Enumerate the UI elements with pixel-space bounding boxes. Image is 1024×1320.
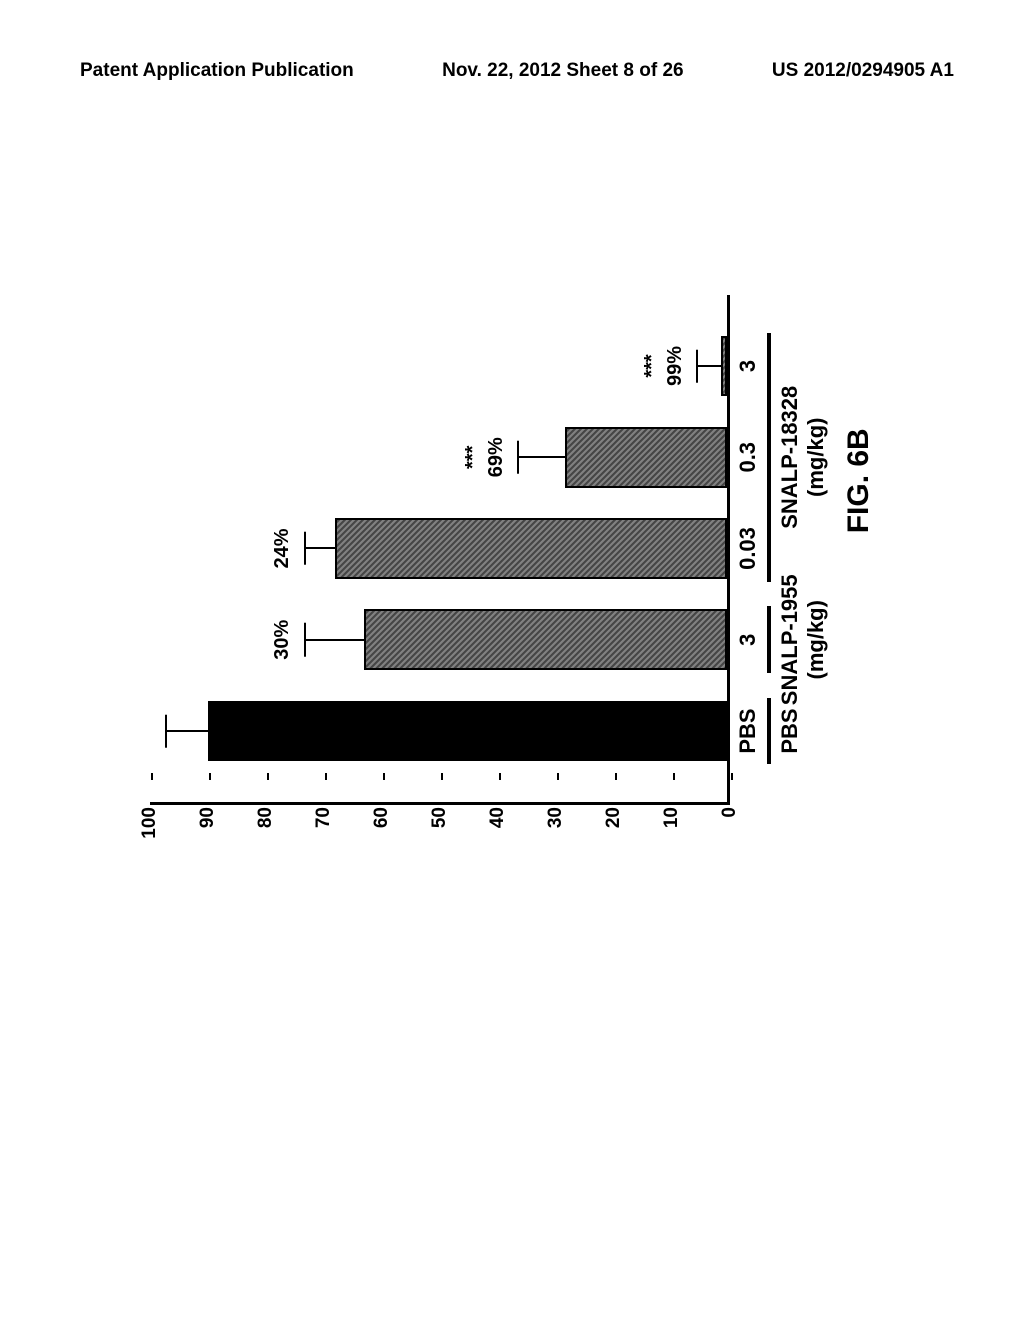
percent-label: 69% xyxy=(485,397,508,517)
y-tick-label: 10 xyxy=(661,807,683,847)
bar-annotation: ***99% xyxy=(641,306,687,426)
group-label: SNALP-18328(mg/kg) xyxy=(777,347,829,567)
figure-rotated-container: TTR Serum Protein Levels (µg/ml) 0102030… xyxy=(130,275,900,885)
percent-label: 99% xyxy=(664,306,687,426)
y-tick-label: 40 xyxy=(487,807,509,847)
figure-label: FIG. 6B xyxy=(842,428,876,533)
y-tick-label: 30 xyxy=(545,807,567,847)
y-tick-label: 60 xyxy=(371,807,393,847)
bar xyxy=(364,609,728,670)
header-left: Patent Application Publication xyxy=(80,60,354,82)
bar xyxy=(721,336,727,397)
bar xyxy=(565,427,727,488)
y-tick-label: 80 xyxy=(255,807,277,847)
group-label-main: SNALP-18328 xyxy=(777,347,803,567)
y-tick-label: 0 xyxy=(719,807,741,847)
bar-chart: TTR Serum Protein Levels (µg/ml) 0102030… xyxy=(130,275,900,885)
x-tick-label: 3 xyxy=(735,360,761,372)
error-bar xyxy=(306,548,335,550)
header-right: US 2012/0294905 A1 xyxy=(772,60,954,82)
significance-stars: *** xyxy=(641,306,664,426)
y-tick-mark xyxy=(731,773,733,780)
error-bar-cap xyxy=(517,441,519,474)
error-bar-cap xyxy=(696,349,698,382)
page-header: Patent Application Publication Nov. 22, … xyxy=(80,60,954,82)
y-tick-label: 50 xyxy=(429,807,451,847)
significance-stars: *** xyxy=(462,397,485,517)
y-tick-label: 20 xyxy=(603,807,625,847)
plot-area: PBS30%324%0.03***69%0.3***99%3PBSSNALP-1… xyxy=(150,295,730,805)
y-axis-ticks: 0102030405060708090100 xyxy=(150,807,730,837)
group-underline xyxy=(767,606,771,673)
group-label-sub: (mg/kg) xyxy=(803,347,829,567)
bar xyxy=(208,701,727,762)
y-tick-label: 90 xyxy=(197,807,219,847)
error-bar-cap xyxy=(304,532,306,565)
x-tick-label: 0.03 xyxy=(735,527,761,570)
x-tick-label: PBS xyxy=(735,708,761,753)
error-bar-cap xyxy=(304,623,306,656)
y-tick-label: 70 xyxy=(313,807,335,847)
bar-annotation: ***69% xyxy=(462,397,508,517)
y-tick-label: 100 xyxy=(139,807,161,847)
bar-annotation: 24% xyxy=(271,489,294,609)
x-tick-label: 3 xyxy=(735,634,761,646)
group-underline xyxy=(767,333,771,582)
error-bar xyxy=(167,730,207,732)
bar xyxy=(335,518,727,579)
percent-label: 24% xyxy=(271,489,294,609)
error-bar xyxy=(698,365,721,367)
header-mid: Nov. 22, 2012 Sheet 8 of 26 xyxy=(442,60,684,82)
error-bar xyxy=(306,639,364,641)
x-tick-label: 0.3 xyxy=(735,442,761,473)
error-bar-cap xyxy=(165,714,167,747)
group-underline xyxy=(767,698,771,765)
error-bar xyxy=(519,456,565,458)
